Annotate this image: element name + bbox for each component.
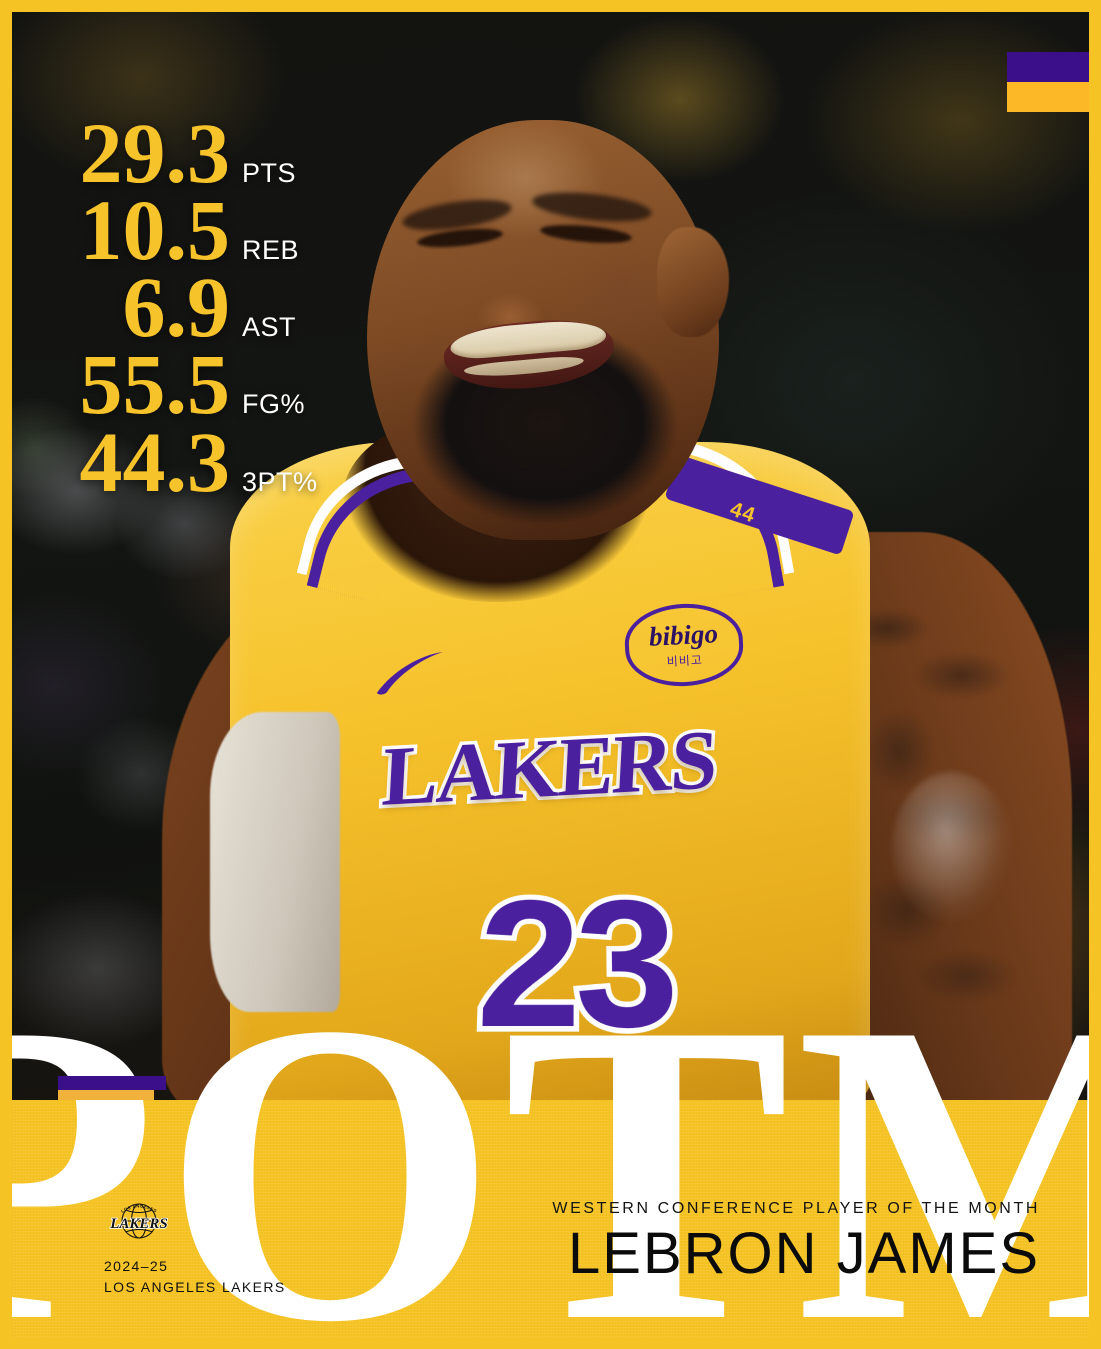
stat-value: 29.3 [79,105,231,201]
stat-row-reb: 10.5 REB [52,182,312,279]
jersey-number-text: 23 [469,860,681,1073]
stat-list: 29.3 PTS 10.5 REB 6.9 AST 55.5 FG% 44.3 … [52,105,318,507]
stat-label: REB [242,235,300,266]
gold-lower-band [12,1100,1089,1337]
stat-row-3pt: 44.3 3PT% [52,413,318,510]
team-identity-block: LOS ANGELES LAKERS 2024–25 LOS ANGELES L… [90,1198,320,1298]
stat-row-fg: 55.5 FG% [52,339,312,430]
stat-label: PTS [242,158,297,188]
award-title-block: WESTERN CONFERENCE PLAYER OF THE MONTH L… [520,1200,1040,1283]
stat-value: 6.9 [122,259,231,356]
player-name: LEBRON JAMES [568,1221,1040,1286]
stat-label: FG% [242,389,306,420]
jersey-team-wordmark-text: LAKERS [377,709,722,827]
corner-flag-accent [1007,52,1089,112]
award-eyebrow: WESTERN CONFERENCE PLAYER OF THE MONTH [552,1200,1040,1217]
bibigo-logo-text: bibigo [648,617,719,652]
arm-sweat-highlight [892,772,1012,922]
undershirt [210,712,340,1012]
band-grain-overlay [12,1100,1089,1337]
stat-value: 10.5 [79,182,231,279]
bibigo-korean-text: 비비고 [666,652,704,669]
stat-row-pts: 29.3 PTS [52,105,312,201]
stat-label: 3PT% [242,466,318,497]
stat-value: 55.5 [79,336,231,433]
nike-swoosh-icon [376,651,443,695]
left-accent-bars [58,1076,166,1100]
stat-value: 44.3 [79,413,231,510]
flag-purple-bar [1007,52,1089,82]
ear [657,227,729,337]
stat-label: AST [242,312,297,343]
flag-gold-bar [1007,82,1089,112]
lakers-logo-script-text: LAKERS [109,1216,168,1232]
jersey-team-wordmark: LAKERS [357,704,740,832]
poster-inner: 44 bibigo 비비고 LAKERS 23 [12,12,1089,1337]
season-label: 2024–25 [104,1258,169,1274]
lakers-globe-logo: LOS ANGELES LAKERS [104,1198,174,1244]
stat-row-ast: 6.9 AST [52,262,312,353]
jersey-number: 23 [425,860,726,1073]
accent-purple-bar [58,1076,166,1090]
team-label: LOS ANGELES LAKERS [104,1279,286,1295]
lebron-james-figure: 44 bibigo 비비고 LAKERS 23 [12,12,1089,1100]
accent-gold-bar [58,1090,154,1100]
